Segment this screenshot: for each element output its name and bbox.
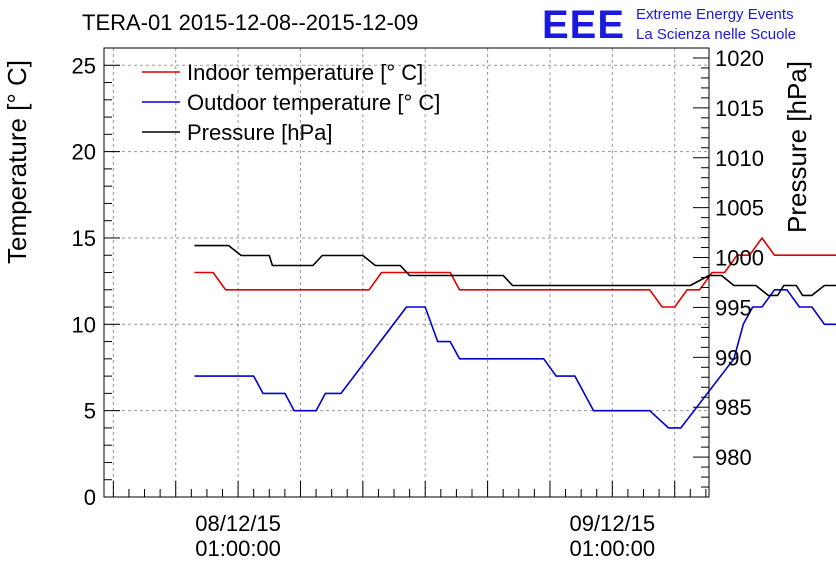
y-axis-label: Temperature [° C] <box>2 60 32 264</box>
y-tick-label-3: 15 <box>72 226 96 251</box>
y2-tick-label-2: 990 <box>715 345 752 370</box>
y-tick-label-1: 5 <box>84 399 96 424</box>
legend-label-pressure: Pressure [hPa] <box>187 120 333 145</box>
x-tick-time-1: 01:00:00 <box>570 536 656 561</box>
legend: Indoor temperature [° C] Outdoor tempera… <box>142 60 440 145</box>
x-tick-date-1: 09/12/15 <box>570 511 656 536</box>
x-tick-date-0: 08/12/15 <box>195 511 281 536</box>
eee-logo-line2: La Scienza nelle Scuole <box>636 26 796 43</box>
y2-tick-label-7: 1015 <box>715 96 764 121</box>
y-tick-label-2: 10 <box>72 312 96 337</box>
eee-logo: EEE Extreme Energy Events La Scienza nel… <box>542 3 796 47</box>
y2-tick-label-5: 1005 <box>715 196 764 221</box>
y2-tick-label-6: 1010 <box>715 146 764 171</box>
legend-label-outdoor: Outdoor temperature [° C] <box>187 90 440 115</box>
legend-label-indoor: Indoor temperature [° C] <box>187 60 423 85</box>
y-tick-label-5: 25 <box>72 53 96 78</box>
y2-tick-label-8: 1020 <box>715 46 764 71</box>
x-tick-time-0: 01:00:00 <box>195 536 281 561</box>
y2-axis-label: Pressure [hPa] <box>782 61 812 233</box>
indoor-temperature-line <box>194 237 836 308</box>
eee-logo-line1: Extreme Energy Events <box>636 6 794 23</box>
y-tick-label-4: 20 <box>72 140 96 165</box>
chart-title: TERA-01 2015-12-08--2015-12-09 <box>82 10 418 35</box>
pressure-line <box>194 244 836 297</box>
grid <box>104 48 709 497</box>
y2-tick-label-3: 995 <box>715 295 752 320</box>
outdoor-temperature-line <box>194 288 836 429</box>
y2-tick-label-0: 980 <box>715 445 752 470</box>
ticks: 051015202508/12/1501:00:0009/12/1501:00:… <box>72 46 764 561</box>
y2-tick-label-4: 1000 <box>715 246 764 271</box>
y2-tick-label-1: 985 <box>715 395 752 420</box>
series-layer <box>194 237 836 429</box>
y-tick-label-0: 0 <box>84 485 96 510</box>
eee-logo-text: EEE <box>542 3 625 47</box>
